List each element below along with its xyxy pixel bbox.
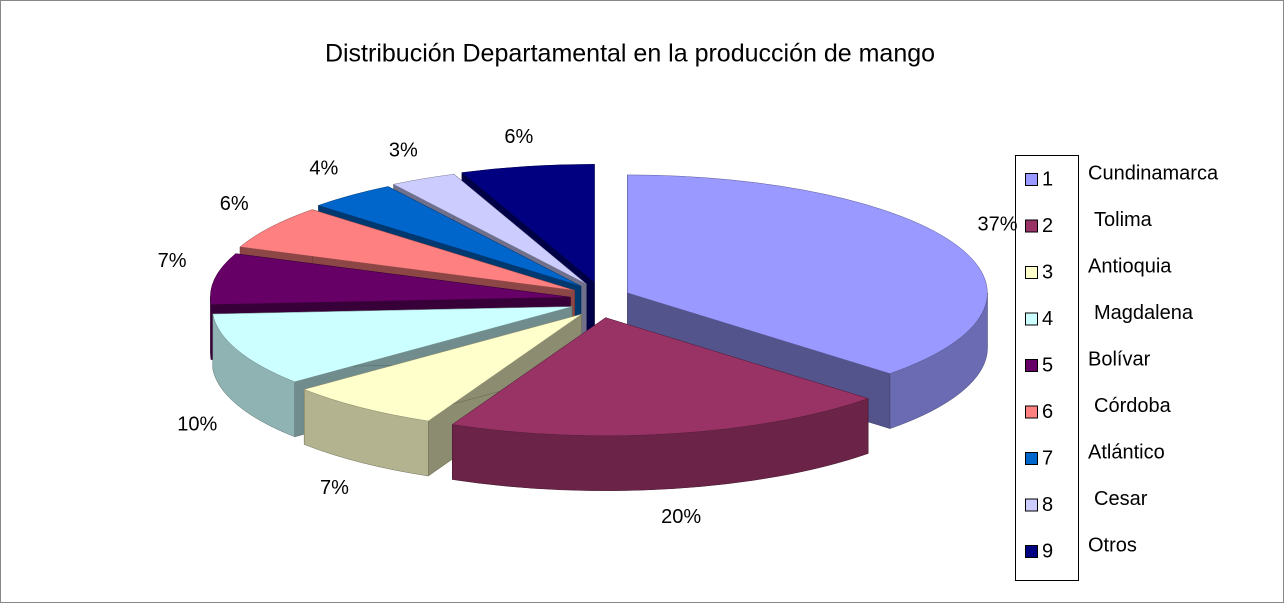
- slice: [212, 306, 573, 383]
- slice: [392, 173, 587, 285]
- legend-name: Cundinamarca: [1088, 162, 1219, 184]
- legend-name: Cesar: [1094, 488, 1148, 510]
- legend-swatch: [1025, 173, 1038, 186]
- slice: [461, 164, 595, 283]
- legend-name: Antioquia: [1088, 255, 1172, 277]
- value-label: 10%: [177, 414, 217, 436]
- legend-swatch: [1025, 452, 1038, 465]
- legend-swatch: [1025, 312, 1038, 326]
- slice: [303, 313, 582, 422]
- legend-swatch: [1025, 359, 1038, 372]
- value-label: 4%: [309, 158, 338, 180]
- legend-label: 5: [1042, 354, 1053, 376]
- value-label: 3%: [389, 139, 418, 161]
- legend-swatch: [1025, 219, 1038, 233]
- slice: [451, 317, 869, 436]
- legend-name: Bolívar: [1088, 348, 1151, 370]
- legend-swatch: [1025, 545, 1038, 558]
- value-label: 37%: [978, 214, 1018, 236]
- legend-label: 4: [1042, 308, 1053, 330]
- slice: [627, 174, 988, 374]
- legend-name: Atlántico: [1088, 441, 1165, 463]
- slice: [210, 253, 571, 305]
- legend-label: 7: [1042, 447, 1053, 469]
- value-label: 7%: [158, 250, 187, 272]
- value-label: 7%: [320, 477, 349, 499]
- slice: [317, 186, 582, 287]
- legend-name: Magdalena: [1094, 302, 1194, 324]
- legend-name: Tolima: [1094, 209, 1153, 231]
- legend-swatch: [1025, 266, 1038, 279]
- legend-name: Otros: [1088, 534, 1137, 556]
- legend-label: 3: [1042, 261, 1053, 283]
- value-label: 6%: [504, 126, 533, 148]
- legend-label: 8: [1042, 494, 1053, 516]
- legend-swatch: [1025, 405, 1038, 419]
- legend-name: Córdoba: [1094, 395, 1172, 417]
- slice: [239, 209, 575, 291]
- value-label: 6%: [220, 193, 249, 215]
- chart-title: Distribución Departamental en la producc…: [325, 40, 935, 68]
- pie: [210, 164, 988, 491]
- legend-swatch: [1025, 498, 1038, 512]
- slice-wall: [210, 297, 212, 360]
- legend-label: 6: [1042, 401, 1053, 423]
- value-label: 20%: [661, 506, 701, 528]
- legend-label: 1: [1042, 168, 1053, 190]
- legend-label: 9: [1042, 540, 1053, 562]
- legend-label: 2: [1042, 215, 1053, 237]
